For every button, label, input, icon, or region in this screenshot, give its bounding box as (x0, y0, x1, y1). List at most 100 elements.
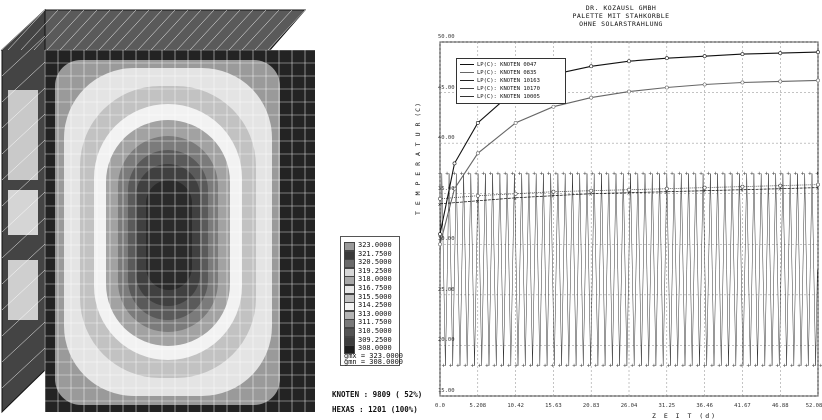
series-point (551, 104, 556, 109)
x-tick-label: 20.83 (582, 403, 600, 409)
series-marker: + (732, 363, 736, 370)
series-marker: + (641, 170, 645, 177)
series-marker: + (467, 170, 471, 177)
series-point: x (665, 190, 668, 196)
mesh-line (59, 9, 98, 51)
mesh-line (1, 217, 46, 259)
series-marker: + (790, 363, 794, 370)
series-marker: + (736, 170, 740, 177)
series-marker: + (710, 363, 714, 370)
series-point: x (703, 189, 706, 195)
mesh-line (1, 321, 46, 363)
mesh-line (189, 9, 228, 51)
series-marker: + (652, 363, 656, 370)
series-marker: + (714, 170, 718, 177)
legend-value: 318.0000 (358, 275, 392, 284)
series-point (778, 183, 783, 188)
mesh-line (241, 9, 280, 51)
series-marker: + (594, 363, 598, 370)
series-point (702, 54, 707, 59)
series-marker: + (449, 363, 453, 370)
series-marker: + (805, 363, 809, 370)
mesh-line (1, 9, 46, 51)
mesh-line (1, 191, 46, 233)
series-marker: + (514, 363, 518, 370)
x-tick-label: 15.63 (545, 403, 562, 409)
series-marker: + (725, 363, 729, 370)
series-marker: + (507, 363, 511, 370)
mesh-line (1, 61, 46, 103)
series-marker: + (783, 363, 787, 370)
series-marker: + (645, 363, 649, 370)
series-line-knoten-10005 (439, 173, 818, 366)
mesh-line (1, 113, 46, 155)
series-marker: + (750, 170, 754, 177)
legend-value: 309.2500 (358, 335, 392, 344)
series-point (627, 89, 631, 94)
series-marker: + (612, 170, 616, 177)
series-marker: + (518, 170, 522, 177)
series-marker: + (576, 170, 580, 177)
series-point (702, 185, 707, 190)
series-point: x (589, 192, 592, 198)
chart-legend-line (460, 72, 474, 73)
chart-legend-label: LP(C): KNOTEN 10170 (477, 86, 540, 92)
series-marker: + (521, 363, 525, 370)
series-marker: + (765, 170, 769, 177)
mesh-line (1, 139, 46, 181)
mesh-line (72, 9, 111, 51)
series-marker: + (536, 363, 540, 370)
series-point (475, 193, 480, 198)
chart-legend-entry: LP(C): KNOTEN 0047 (460, 61, 537, 69)
chart-legend-line (460, 88, 474, 89)
series-point (438, 232, 442, 237)
series-point (664, 186, 669, 191)
series-marker: + (721, 170, 725, 177)
series-point (778, 79, 783, 84)
series-point (816, 50, 820, 55)
y-tick-label: 50.00 (438, 34, 455, 40)
x-tick-label: 0.0 (435, 403, 445, 409)
mesh-line (111, 9, 150, 51)
series-marker: + (623, 363, 627, 370)
series-marker: + (772, 170, 776, 177)
x-tick-label: 5.208 (469, 403, 487, 409)
legend-value: 321.7500 (358, 249, 392, 258)
series-marker: + (656, 170, 660, 177)
series-marker: + (609, 363, 613, 370)
series-point (589, 64, 594, 69)
series-marker: + (540, 170, 544, 177)
x-tick-label: 41.67 (734, 403, 751, 409)
legend-swatch (344, 259, 355, 269)
series-point (438, 196, 442, 201)
legend-value: 311.7500 (358, 318, 392, 327)
legend-value: 319.2500 (358, 266, 392, 275)
series-marker: + (794, 170, 798, 177)
mesh-line (1, 35, 46, 77)
legend-value: 308.0000 (358, 344, 392, 353)
series-point (551, 189, 556, 194)
chart-legend-entry: LP(C): KNOTEN 10170 (460, 85, 540, 93)
y-tick-label: 30.00 (438, 236, 455, 243)
legend-swatch (344, 293, 355, 303)
series-point (475, 151, 480, 156)
series-marker: + (681, 363, 685, 370)
x-tick-label: 46.88 (771, 403, 789, 409)
chart-legend-line (460, 80, 474, 81)
side-light-patch (8, 90, 38, 180)
series-marker: + (728, 170, 732, 177)
series-marker: + (768, 363, 772, 370)
mesh-line (215, 9, 254, 51)
x-tick-label: 52.08 (805, 403, 822, 409)
series-marker: + (761, 363, 765, 370)
mesh-line (1, 373, 46, 415)
side-light-patch (8, 260, 38, 320)
series-line-0047 (439, 51, 819, 235)
series-point (513, 121, 518, 125)
series-marker: + (558, 363, 562, 370)
legend-value: 320.5000 (358, 258, 392, 267)
series-marker: + (500, 363, 504, 370)
chart-legend-label: LP(C): KNOTEN 10163 (477, 78, 540, 84)
contour-legend: 323.0000 321.7500 320.5000 319.2500 318.0000… (340, 236, 403, 366)
series-marker: + (638, 363, 642, 370)
